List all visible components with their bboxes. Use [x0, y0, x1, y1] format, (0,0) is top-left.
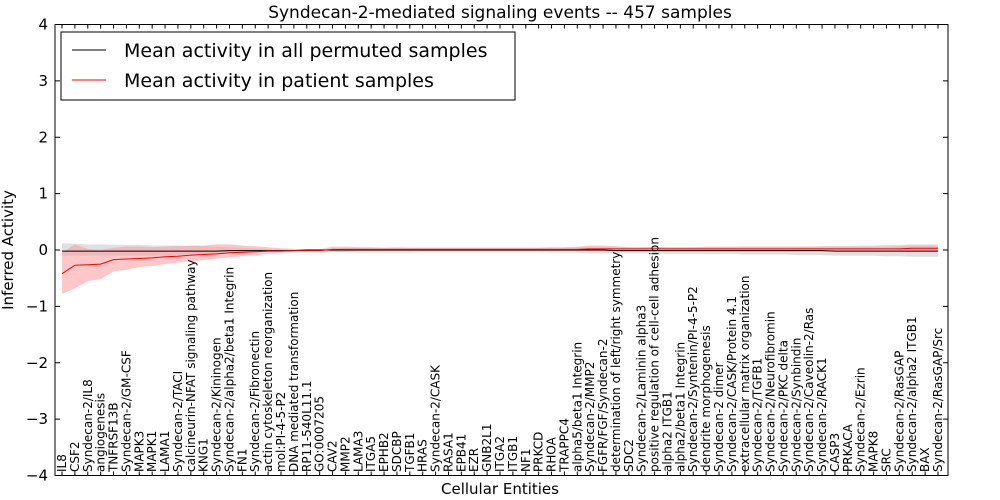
- x-tick-label: TRAPPC4: [557, 418, 571, 473]
- y-tick-label: −3: [26, 410, 48, 428]
- x-tick-label: CASP3: [828, 433, 842, 472]
- legend: Mean activity in all permuted samples Me…: [60, 31, 516, 101]
- x-tick-label: Syndecan-2/IL8: [81, 379, 95, 472]
- x-tick-label: KNG1: [197, 438, 211, 472]
- x-tick-label: CAV2: [326, 440, 340, 472]
- legend-box: [60, 31, 516, 101]
- x-tick-label: Syndecan-2 dimer: [712, 362, 726, 472]
- y-tick-label: −4: [26, 467, 48, 485]
- x-tick-label: RASA1: [441, 432, 455, 472]
- x-tick-label: HRAS: [416, 439, 430, 472]
- x-tick-label: Syndecan-2/PKC delta: [776, 340, 790, 472]
- x-tick-label: calcineurin-NFAT signaling pathway: [184, 259, 198, 472]
- x-tick-label: Syndecan-2/RACK1: [815, 357, 829, 472]
- x-tick-label: FGFR/FGF/Syndecan-2: [596, 339, 610, 472]
- x-tick-label: SDCBP: [390, 431, 404, 472]
- x-tick-label: ITGA2: [493, 436, 507, 472]
- x-tick-label: Syndecan-2/TGFB1: [751, 358, 765, 472]
- x-tick-label: MAPK3: [132, 431, 146, 472]
- x-tick-label: LAMA1: [158, 431, 172, 472]
- x-tick-label: PRKCD: [532, 432, 546, 472]
- x-tick-label: Syndecan-2/Caveolin-2/Ras: [802, 308, 816, 472]
- x-tick-label: Syndecan-2/Synbindin: [789, 338, 803, 472]
- x-tick-label: PRKACA: [841, 423, 855, 472]
- y-tick-label: −1: [26, 297, 48, 315]
- line-series-0: [62, 249, 938, 252]
- legend-label-permuted: Mean activity in all permuted samples: [124, 40, 487, 62]
- x-tick-label: Syndecan-2/alpha2/beta1 Integrin: [222, 267, 236, 472]
- x-tick-label: determination of left/right symmetry: [609, 252, 623, 472]
- x-tick-label: SDC2: [622, 439, 636, 472]
- x-tick-label: TNFRSF13B: [107, 402, 121, 473]
- y-axis: 4 3 2 1 0 −1 −2 −3 −4: [26, 16, 948, 485]
- x-tick-label: Syndecan-2/Fibronectin: [248, 331, 262, 472]
- x-tick-label: Syndecan-2/RasGAP: [892, 351, 906, 472]
- x-axis-label: Cellular Entities: [441, 480, 559, 498]
- x-tick-label: IL8: [55, 454, 69, 472]
- x-tick-label: mol:PI-4-5-P2: [274, 392, 288, 472]
- x-tick-label: TGFB1: [403, 433, 417, 473]
- x-tick-label: ITGB1: [506, 436, 520, 472]
- x-tick-label: angiogenesis: [94, 393, 108, 472]
- x-tick-label: Syndecan-2/Neurofibromin: [764, 311, 778, 472]
- x-tick-label: FN1: [235, 448, 249, 472]
- x-tick-label: actin cytoskeleton reorganization: [261, 272, 275, 472]
- x-tick-label: LAMA3: [351, 431, 365, 472]
- x-tick-label: ITGA5: [364, 436, 378, 472]
- x-axis: IL8CSF2Syndecan-2/IL8angiogenesisTNFRSF1…: [55, 24, 945, 476]
- x-tick-label: Syndecan-2/CASK/Protein 4.1: [725, 296, 739, 472]
- x-tick-label: EPHB2: [377, 432, 391, 472]
- x-tick-label: MAPK1: [145, 431, 159, 472]
- x-tick-label: alpha2/beta1 Integrin: [673, 342, 687, 472]
- x-tick-label: Syndecan-2/TACI: [171, 371, 185, 472]
- x-tick-label: Syndecan-2/CASK: [429, 364, 443, 472]
- x-tick-label: Syndecan-2/RasGAP/Src: [931, 328, 945, 472]
- y-tick-label: 1: [38, 185, 48, 203]
- legend-label-patient: Mean activity in patient samples: [124, 70, 434, 92]
- y-tick-label: −2: [26, 354, 48, 372]
- x-tick-label: Syndecan-2/alpha2 ITGB1: [905, 316, 919, 472]
- x-tick-label: MAPK8: [867, 431, 881, 472]
- x-tick-label: positive regulation of cell-cell adhesio…: [648, 237, 662, 472]
- y-tick-label: 3: [38, 72, 48, 90]
- x-tick-label: Syndecan-2/Kininogen: [210, 337, 224, 472]
- x-tick-label: DNA mediated transformation: [287, 292, 301, 472]
- x-tick-label: alpha2 ITGB1: [660, 391, 674, 472]
- x-tick-label: RP11-540L11.1: [300, 381, 314, 472]
- x-tick-label: SRC: [879, 448, 893, 472]
- line-series-1: [61, 247, 938, 275]
- x-tick-label: Syndecan-2/Syntenin/PI-4-5-P2: [686, 286, 700, 472]
- y-tick-label: 4: [38, 16, 48, 34]
- x-tick-label: NF1: [519, 448, 533, 472]
- y-tick-label: 2: [38, 128, 48, 146]
- x-tick-label: alpha5/beta1 Integrin: [570, 342, 584, 472]
- x-tick-label: EPB41: [454, 434, 468, 472]
- x-tick-label: dendrite morphogenesis: [699, 325, 713, 472]
- x-tick-label: Syndecan-2/Laminin alpha3: [635, 305, 649, 472]
- x-tick-label: GO:0007205: [313, 396, 327, 472]
- x-tick-label: Syndecan-2/MMP2: [583, 362, 597, 472]
- x-tick-label: Syndecan-2/GM-CSF: [119, 350, 133, 472]
- x-tick-label: CSF2: [68, 441, 82, 472]
- y-axis-label: Inferred Activity: [0, 190, 17, 310]
- series-lines: [61, 247, 938, 275]
- x-tick-label: MMP2: [338, 436, 352, 472]
- chart-title: Syndecan-2-mediated signaling events -- …: [268, 3, 732, 23]
- x-tick-label: extracellular matrix organization: [738, 276, 752, 473]
- x-tick-label: RHOA: [545, 436, 559, 472]
- x-tick-label: Syndecan-2/Ezrin: [854, 367, 868, 472]
- x-tick-label: EZR: [467, 448, 481, 472]
- y-tick-label: 0: [38, 241, 48, 259]
- x-tick-label: GNB2L1: [480, 424, 494, 472]
- x-tick-label: BAX: [918, 447, 932, 472]
